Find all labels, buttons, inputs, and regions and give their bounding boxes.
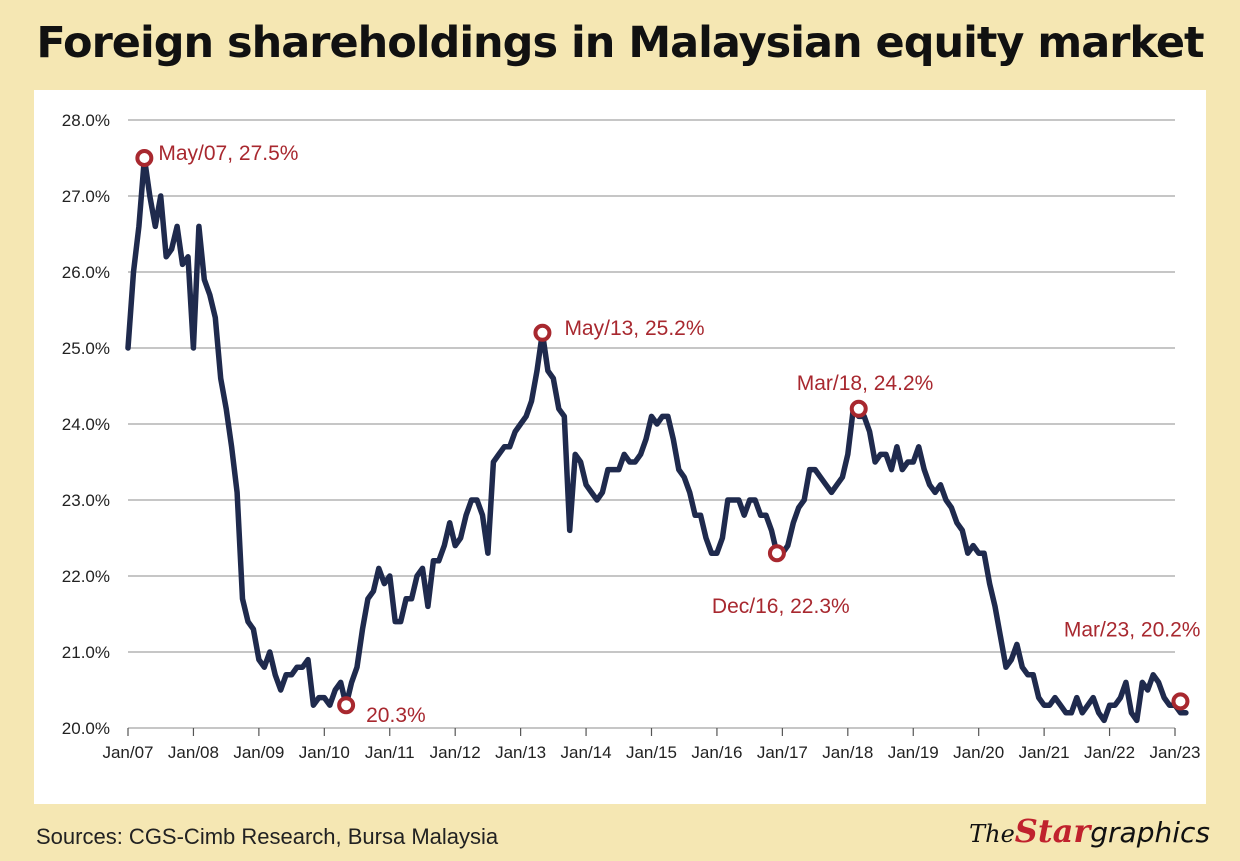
y-tick-label: 26.0%	[62, 263, 110, 282]
annotations: May/07, 27.5% 20.3% May/13, 25.2% Dec/16, 2…	[135, 142, 1201, 727]
logo-star: Star	[1014, 812, 1091, 850]
annotation-marker	[135, 149, 154, 167]
series-line-0	[125, 155, 1189, 724]
gridlines	[128, 119, 1175, 729]
annotation-marker	[533, 323, 552, 342]
annotation-label: May/13, 25.2%	[564, 317, 704, 340]
y-tick-label: 28.0%	[62, 111, 110, 130]
x-tick-label: Jan/18	[822, 743, 873, 762]
x-tick-label: Jan/10	[299, 743, 350, 762]
y-tick-label: 20.0%	[62, 719, 110, 738]
annotation-marker	[1171, 692, 1190, 711]
annotation-label: 20.3%	[366, 704, 426, 727]
x-tick-label: Jan/14	[561, 743, 612, 762]
annotation-label: Dec/16, 22.3%	[712, 595, 850, 618]
y-tick-label: 23.0%	[62, 491, 110, 510]
source-note: Sources: CGS-Cimb Research, Bursa Malays…	[36, 824, 499, 849]
y-tick-label: 22.0%	[62, 567, 110, 586]
x-tick-label: Jan/09	[233, 743, 284, 762]
logo-the: The	[969, 820, 1015, 848]
x-axis-ticks: Jan/07 Jan/08 Jan/09 Jan/10 Jan/11 Jan/12 Jan/…	[102, 728, 1201, 762]
y-axis-ticks: 20.0% 21.0% 22.0% 23.0% 24.0% 25.0% 26.0% 27.0%…	[62, 111, 110, 738]
logo-graphics: graphics	[1090, 816, 1210, 849]
x-tick-label: Jan/17	[757, 743, 808, 762]
y-tick-label: 24.0%	[62, 415, 110, 434]
x-tick-label: Jan/11	[365, 743, 415, 762]
x-tick-label: Jan/07	[102, 743, 153, 762]
x-tick-label: Jan/23	[1149, 743, 1200, 762]
annotation-label: Mar/23, 20.2%	[1064, 618, 1201, 641]
annotation-marker	[337, 696, 356, 715]
chart-title: Foreign shareholdings in Malaysian equit…	[36, 18, 1204, 68]
y-tick-label: 27.0%	[62, 187, 110, 206]
x-tick-label: Jan/20	[953, 743, 1004, 762]
x-tick-label: Jan/19	[888, 743, 939, 762]
annotation-marker	[849, 399, 868, 418]
annotation-label: May/07, 27.5%	[158, 142, 298, 165]
y-tick-label: 25.0%	[62, 339, 110, 358]
annotation-marker	[767, 544, 786, 563]
y-tick-label: 21.0%	[62, 643, 110, 662]
series-group	[125, 155, 1189, 724]
x-tick-label: Jan/12	[430, 743, 481, 762]
x-tick-label: Jan/15	[626, 743, 677, 762]
x-tick-label: Jan/13	[495, 743, 546, 762]
x-tick-label: Jan/16	[691, 743, 742, 762]
x-tick-label: Jan/22	[1084, 743, 1135, 762]
x-tick-label: Jan/08	[168, 743, 219, 762]
the-star-graphics-logo: TheStargraphics	[969, 812, 1210, 850]
annotation-label: Mar/18, 24.2%	[797, 372, 934, 395]
x-tick-label: Jan/21	[1019, 743, 1070, 762]
